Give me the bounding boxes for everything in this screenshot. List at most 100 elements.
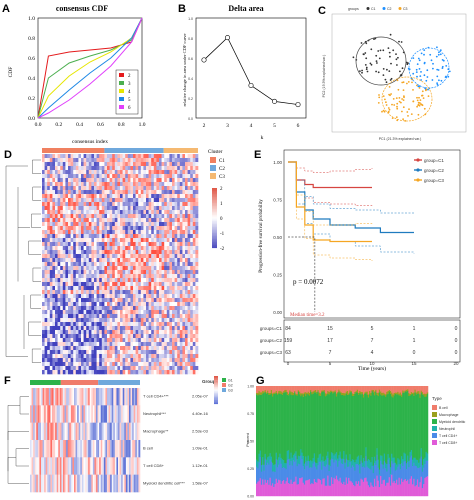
d-heatmap-cell xyxy=(86,234,90,239)
d-heatmap-cell xyxy=(88,170,92,175)
d-heatmap-cell xyxy=(179,258,183,263)
d-heatmap-cell xyxy=(169,314,173,319)
d-heatmap-cell xyxy=(101,182,105,187)
d-heatmap-cell xyxy=(96,370,100,375)
d-heatmap-cell xyxy=(70,190,74,195)
g-bar-segment xyxy=(423,458,425,468)
d-heatmap-cell xyxy=(99,170,103,175)
g-bar-segment xyxy=(318,461,321,480)
g-bar-segment xyxy=(408,392,410,396)
d-heatmap-cell xyxy=(94,166,97,171)
g-bar-segment xyxy=(392,482,394,497)
d-heatmap-cell xyxy=(187,162,191,167)
f-heatmap-cell xyxy=(75,440,78,458)
f-heatmap-cell xyxy=(91,457,94,475)
d-heatmap-cell xyxy=(114,334,118,339)
d-heatmap-cell xyxy=(107,350,110,355)
c-pca-point xyxy=(438,51,440,54)
d-heatmap-cell xyxy=(127,238,131,243)
d-heatmap-cell xyxy=(55,234,58,239)
d-heatmap-cell xyxy=(130,262,134,267)
d-heatmap-cell xyxy=(65,294,69,299)
d-heatmap-cell xyxy=(143,294,147,299)
d-heatmap-cell xyxy=(127,314,131,319)
g-bar-segment xyxy=(303,484,306,497)
d-heatmap-cell xyxy=(133,342,136,347)
d-heatmap-cell xyxy=(151,230,155,235)
d-heatmap-cell xyxy=(70,350,74,355)
b-ytick-label: 0.0 xyxy=(188,117,193,121)
d-heatmap-cell xyxy=(42,282,45,287)
d-heatmap-cell xyxy=(161,338,165,343)
d-heatmap-cell xyxy=(185,302,188,307)
f-heatmap-cell xyxy=(97,422,100,441)
d-heatmap-cell xyxy=(153,186,157,191)
d-heatmap-cell xyxy=(81,182,84,187)
d-heatmap-cell xyxy=(164,370,168,375)
d-heatmap-cell xyxy=(192,210,196,215)
f-heatmap-cell xyxy=(44,422,47,441)
g-bar-segment xyxy=(346,459,349,467)
f-heatmap-cell xyxy=(72,440,75,458)
d-heatmap-cell xyxy=(120,286,123,291)
d-heatmap-cell xyxy=(94,282,97,287)
d-heatmap-cell xyxy=(78,298,82,303)
d-heatmap-cell xyxy=(120,234,123,239)
g-bar-segment xyxy=(323,389,326,392)
g-bar-segment xyxy=(355,392,357,460)
g-bar-segment xyxy=(337,479,339,497)
d-heatmap-cell xyxy=(81,318,84,323)
d-heatmap-cell xyxy=(57,170,61,175)
d-heatmap-cell xyxy=(62,310,66,315)
d-heatmap-cell xyxy=(94,302,97,307)
g-bar-segment xyxy=(376,394,378,449)
f-heatmap-cell xyxy=(127,457,130,475)
g-bar-segment xyxy=(305,480,307,497)
g-bar-segment xyxy=(361,462,364,468)
d-heatmap-cell xyxy=(83,370,87,375)
g-bar-segment xyxy=(314,462,317,467)
d-heatmap-cell xyxy=(133,158,136,163)
g-bar-segment xyxy=(283,386,285,392)
d-heatmap-cell xyxy=(81,218,84,223)
d-heatmap-cell xyxy=(81,298,84,303)
g-bar-segment xyxy=(409,478,412,497)
g-bar-segment xyxy=(362,386,365,395)
g-bar-segment xyxy=(313,461,316,480)
c-pca-point xyxy=(365,66,368,69)
f-colorscale-step xyxy=(214,384,218,386)
d-heatmap-cell xyxy=(177,338,181,343)
d-heatmap-cell xyxy=(174,270,178,275)
g-bar-segment xyxy=(316,391,318,394)
d-heatmap-cell xyxy=(187,358,191,363)
d-heatmap-cell xyxy=(88,286,92,291)
d-heatmap-cell xyxy=(81,198,84,203)
f-heatmap-cell xyxy=(66,388,69,406)
d-heatmap-cell xyxy=(78,282,82,287)
d-heatmap-cell xyxy=(55,226,58,231)
d-heatmap-cell xyxy=(70,314,74,319)
panel-f-label: F xyxy=(4,375,11,387)
d-heatmap-cell xyxy=(120,206,123,211)
d-heatmap-cell xyxy=(117,182,121,187)
c-pca-point xyxy=(402,89,405,91)
d-heatmap-cell xyxy=(52,346,56,351)
g-bar-segment xyxy=(375,386,377,390)
g-bar-segment xyxy=(416,467,419,480)
g-bar-segment xyxy=(310,460,312,468)
f-heatmap-cell xyxy=(61,474,64,493)
d-heatmap-cell xyxy=(109,362,113,367)
d-heatmap-cell xyxy=(86,178,90,183)
d-heatmap-cell xyxy=(146,358,149,363)
d-heatmap-cell xyxy=(73,170,77,175)
d-heatmap-cell xyxy=(81,242,84,247)
c-pca-point xyxy=(374,37,377,40)
f-heatmap-cell xyxy=(127,440,130,458)
d-heatmap-cell xyxy=(153,214,157,219)
d-heatmap-cell xyxy=(52,350,56,355)
d-heatmap-cell xyxy=(140,350,144,355)
f-heatmap-cell xyxy=(30,440,32,458)
d-heatmap-cell xyxy=(47,310,51,315)
d-heatmap-cell xyxy=(112,326,116,331)
d-heatmap-cell xyxy=(91,214,95,219)
